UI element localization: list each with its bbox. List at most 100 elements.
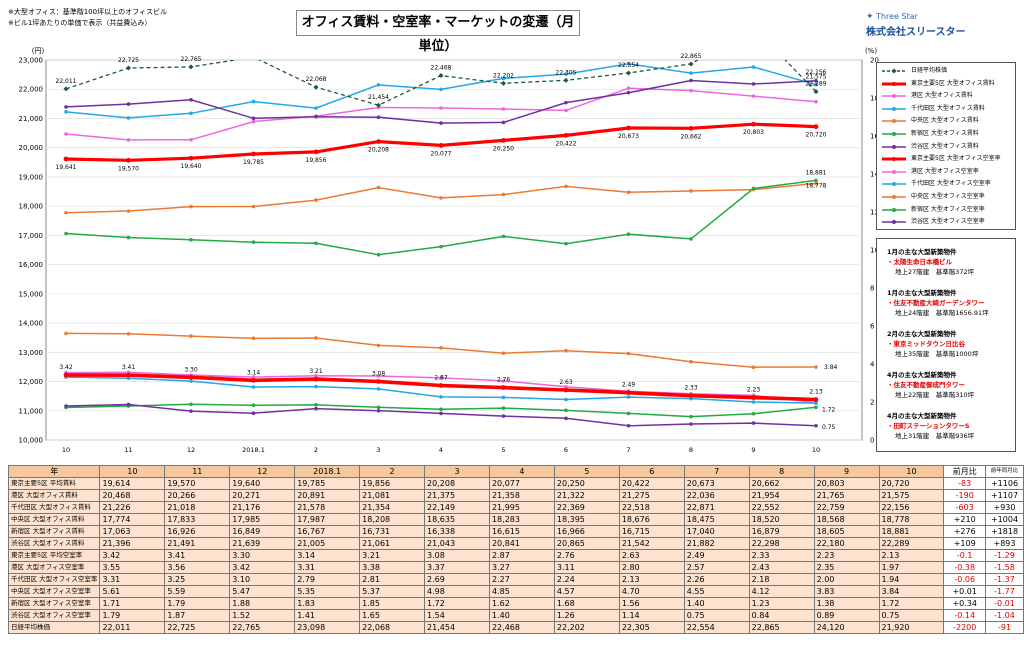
data-point: [439, 346, 443, 350]
table-cell: 1.79: [99, 609, 166, 622]
data-point: [126, 331, 131, 336]
table-cell: 1.40: [488, 609, 555, 622]
table-cell: 21,018: [164, 501, 231, 514]
data-point: [626, 395, 631, 399]
table-cell: 1.87: [164, 609, 231, 622]
data-point: [751, 82, 756, 86]
data-point: [251, 119, 256, 124]
table-cell: 2.23: [813, 549, 880, 562]
data-point: [689, 414, 693, 419]
table-row: 港区 大型オフィス空室率 3.55 3.56 3.42 3.31 3.38 3.37 3.27…: [7, 561, 1024, 574]
table-cell: 19,785: [294, 477, 361, 490]
data-point: [751, 411, 756, 416]
legend-swatch-marker: [892, 182, 896, 187]
data-point: [376, 343, 381, 348]
table-cell: 3.41: [164, 549, 231, 562]
data-point: [126, 65, 131, 71]
data-point: [189, 111, 193, 116]
table-cell: 18,208: [359, 513, 426, 526]
legend-swatch: [882, 157, 906, 162]
series-chiyoda-left: [64, 61, 818, 120]
table-cell: 4.98: [424, 585, 490, 598]
logo-name: ✦ Three Star: [866, 12, 996, 22]
right-axis-ticks: 0 2 4 6 8 10 12 14 16 18 20: [870, 57, 879, 445]
table-cell: 22,289: [878, 537, 945, 550]
legend-label: 中央区 大型オフィス賃料: [911, 117, 979, 125]
data-label: 2.13: [809, 389, 823, 396]
table-cell: 16,615: [488, 525, 555, 538]
data-point: [251, 240, 256, 244]
data-point: [501, 107, 506, 111]
table-cell: 21,043: [424, 537, 490, 550]
data-label: 22,289: [806, 81, 827, 88]
table-row: 日経平均株価 22,011 22,725 22,765 23,098 22,068 21,4…: [7, 621, 1024, 634]
row-name: 東京主要5区 平均賃料: [7, 477, 101, 490]
property-name: ・住友不動産大崎ガーデンタワー: [887, 299, 985, 307]
data-point: [189, 204, 193, 209]
data-point: [564, 108, 568, 113]
table-cell: 22,759: [813, 501, 880, 514]
table-cell: 2.26: [683, 573, 750, 586]
property-entry: 2月の主な大型新築物件 ・東京ミッドタウン日比谷 地上35階建 基準階1000坪: [887, 329, 1015, 359]
left-axis-ticks: 10,000 11,000 12,000 13,000 14,000 15,000 16,0…: [19, 57, 44, 445]
data-point: [688, 61, 694, 67]
legend-swatch-marker: [892, 195, 896, 199]
table-cell: 1.62: [488, 597, 555, 610]
table-cell: 4.55: [683, 585, 750, 598]
table-cell: 22,305: [618, 621, 685, 634]
table-cell: 2.69: [424, 573, 490, 586]
property-detail: 地上22階建 基準階310坪: [895, 391, 975, 399]
legend-swatch: [882, 94, 906, 99]
property-entry: 1月の主な大型新築物件 ・住友不動産大崎ガーデンタワー 地上24階建 基準階1656…: [887, 288, 1015, 318]
table-cell: 20,468: [99, 489, 166, 502]
table-cell: 0.84: [748, 609, 815, 622]
table-cell: 2.18: [748, 573, 815, 586]
yoy-cell: +930: [985, 501, 1024, 514]
legend: 日経平均株価 東京主要5区 大型オフィス賃料 港区 大型オフィス賃料 千代田区 大型オ…: [876, 62, 1016, 230]
data-point: [751, 65, 756, 69]
data-point: [564, 100, 568, 105]
legend-swatch: [882, 182, 906, 187]
note-line: ※ビル1坪あたりの単価で表示（共益費込み）: [8, 19, 152, 27]
data-point: [251, 99, 256, 104]
table-cell: 18,605: [813, 525, 880, 538]
data-point: [501, 351, 506, 355]
table-cell: 18,676: [618, 513, 685, 526]
table-cell: 19,570: [164, 477, 231, 490]
data-point: [314, 406, 318, 411]
table-cell: 3.10: [229, 573, 296, 586]
table-row: 新宿区 大型オフィス賃料 17,063 16,926 16,849 16,767 16,7…: [7, 525, 1024, 538]
table-cell: 2.24: [553, 573, 620, 586]
legend-label: 東京主要5区 大型オフィス賃料: [911, 79, 995, 87]
table-cell: 2.43: [748, 561, 815, 574]
data-point: [751, 365, 756, 370]
legend-swatch: [882, 169, 906, 174]
property-detail: 地上31階建 基準階936坪: [895, 432, 975, 440]
table-cell: 3.83: [813, 585, 880, 598]
table-cell: 1.88: [229, 597, 296, 610]
series-chuo-right: [64, 331, 818, 370]
row-name: 中央区 大型オフィス空室率: [7, 585, 101, 598]
data-point: [376, 408, 381, 413]
legend-item: 千代田区 大型オフィス賃料: [881, 104, 1015, 114]
table-cell: 22,725: [164, 621, 231, 634]
mom-cell: +210: [943, 513, 987, 526]
table-cell: 21,454: [424, 621, 490, 634]
data-point: [564, 241, 568, 246]
data-point: [126, 102, 131, 106]
table-cell: 24,120: [813, 621, 880, 634]
table-cell: 4.57: [553, 585, 620, 598]
table-cell: 18,475: [683, 513, 750, 526]
data-label: 3.21: [309, 368, 323, 375]
data-label: 22,765: [181, 56, 202, 63]
data-label: 22,068: [306, 76, 327, 83]
data-point: [564, 408, 568, 413]
legend-swatch: [882, 119, 906, 124]
company-logo: ✦ Three Star 株式会社スリースター: [866, 12, 996, 38]
right-tick-label: 2: [870, 399, 874, 407]
table-cell: 3.30: [229, 549, 296, 562]
table-cell: 17,063: [99, 525, 166, 538]
table-cell: 22,202: [553, 621, 620, 634]
table-cell: 4.70: [618, 585, 685, 598]
table-header-cell: 3: [424, 465, 490, 478]
